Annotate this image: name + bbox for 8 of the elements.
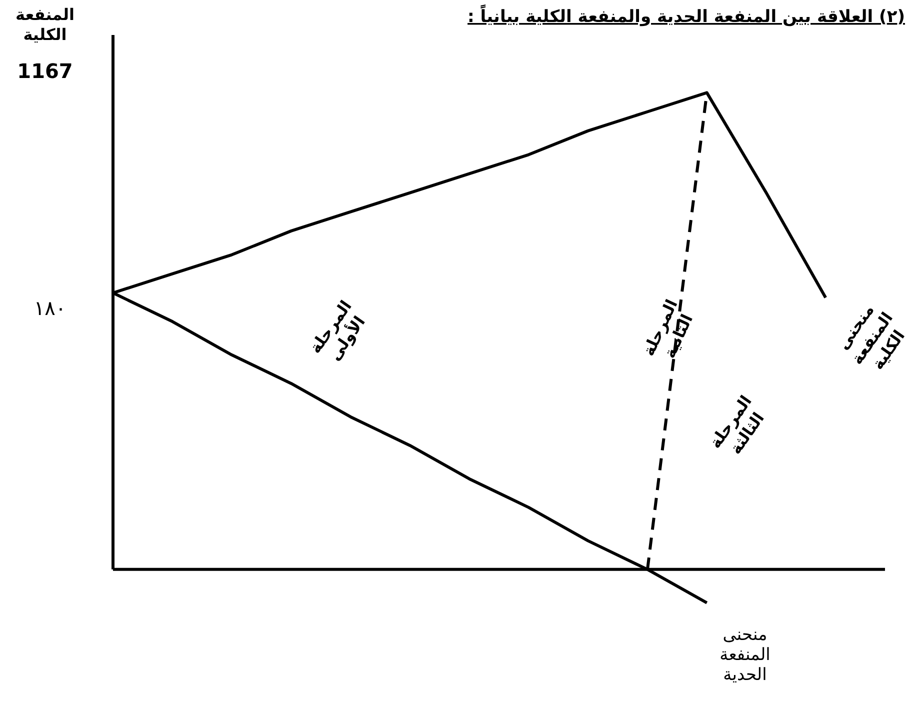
y-axis-title: المنفعة الكلية bbox=[16, 5, 74, 44]
series-label: منحنى المنفعة الحدية bbox=[720, 625, 770, 685]
chart-title: (٢) العلاقة بين المنفعة الحدية والمنفعة الكلية بيانياً : bbox=[468, 3, 905, 27]
annotation: المرحلة الأولى bbox=[306, 296, 369, 364]
text: 1167 bbox=[17, 59, 73, 83]
text: ١٨٠ bbox=[34, 296, 66, 320]
annotation: المرحلة الثالثة bbox=[706, 392, 768, 458]
text: منحنى المنفعة الكلية bbox=[833, 300, 909, 374]
